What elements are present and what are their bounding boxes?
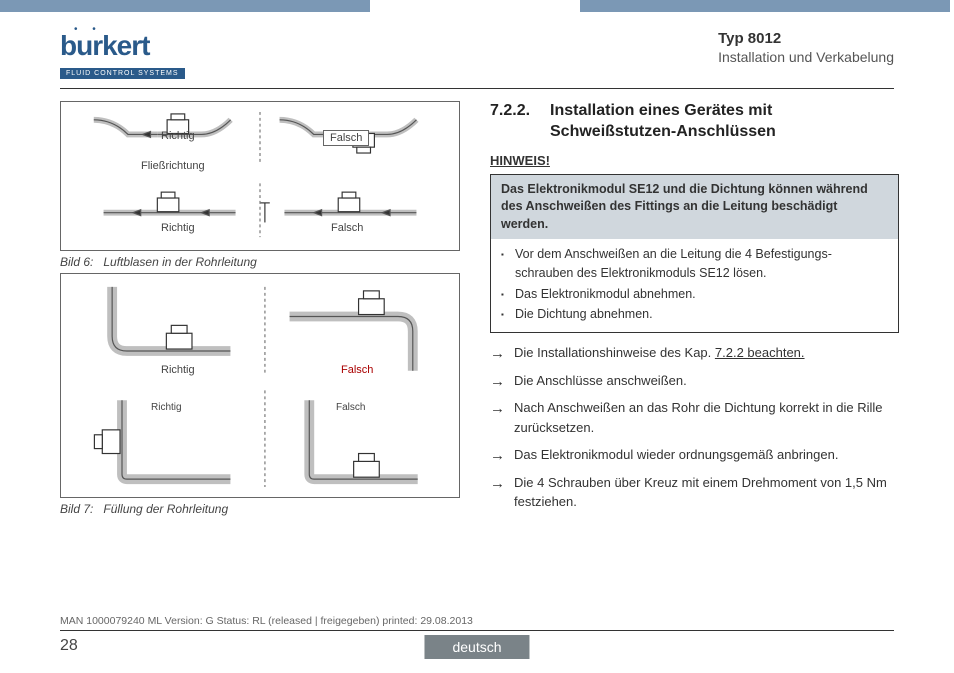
fig6-label-falsch2: Falsch <box>331 222 363 234</box>
notice-item: Vor dem Anschweißen an die Leitung die 4… <box>501 245 888 283</box>
notice-list: Vor dem Anschweißen an die Leitung die 4… <box>501 245 888 324</box>
fig7-label-falsch2: Falsch <box>336 402 365 413</box>
step-item: Die 4 Schrauben über Kreuz mit einem Dre… <box>490 473 899 512</box>
step-item: Das Elektronikmodul wieder ordnungsgemäß… <box>490 445 899 465</box>
step-link[interactable]: 7.2.2 beachten. <box>715 345 805 360</box>
language-tab: deutsch <box>424 635 529 659</box>
doc-subtitle: Installation und Verkabelung <box>718 49 894 65</box>
step-item: Die Anschlüsse anschweißen. <box>490 371 899 391</box>
logo: • • burkert FLUID CONTROL SYSTEMS <box>60 30 185 80</box>
notice-heading: Das Elektronikmodul SE12 und die Dichtun… <box>491 175 898 240</box>
fig7-label-richtig2: Richtig <box>151 402 182 413</box>
figure-7-caption: Bild 7: Füllung der Rohrleitung <box>60 502 460 516</box>
figure-7-box: Richtig Falsch Richtig Falsch <box>60 273 460 498</box>
section-title: Installation eines Gerätes mit Schweißst… <box>550 101 899 143</box>
page-header: • • burkert FLUID CONTROL SYSTEMS Typ 80… <box>0 12 954 88</box>
fig6-label-flowdir: Fließrichtung <box>141 160 205 172</box>
left-column: Richtig Falsch Fließrichtung Richtig Fal… <box>60 101 460 520</box>
page-number: 28 <box>60 637 78 655</box>
notice-box: Das Elektronikmodul SE12 und die Dichtun… <box>490 174 899 334</box>
logo-tagline: FLUID CONTROL SYSTEMS <box>60 68 185 79</box>
figure-6-svg <box>71 110 449 242</box>
section-heading: 7.2.2. Installation eines Gerätes mit Sc… <box>490 101 899 143</box>
step-item: Die Installationshinweise des Kap. 7.2.2… <box>490 343 899 363</box>
notice-item: Die Dichtung abnehmen. <box>501 305 888 324</box>
fig7-label-richtig1: Richtig <box>161 364 195 376</box>
footer-meta: MAN 1000079240 ML Version: G Status: RL … <box>60 615 473 627</box>
section-number: 7.2.2. <box>490 101 550 143</box>
footer-rule <box>60 630 894 631</box>
fig7-label-falsch1: Falsch <box>341 364 373 376</box>
doc-type: Typ 8012 <box>718 30 894 47</box>
right-column: 7.2.2. Installation eines Gerätes mit Sc… <box>480 101 899 520</box>
steps-list: Die Installationshinweise des Kap. 7.2.2… <box>490 343 899 512</box>
figure-6-caption: Bild 6: Luftblasen in der Rohrleitung <box>60 255 460 269</box>
notice-item: Das Elektronikmodul abnehmen. <box>501 285 888 304</box>
figure-6-box: Richtig Falsch Fließrichtung Richtig Fal… <box>60 101 460 251</box>
fig6-label-richtig1: Richtig <box>161 130 195 142</box>
top-color-bars <box>0 0 954 12</box>
notice-label: HINWEIS! <box>490 153 899 168</box>
fig6-label-falsch1: Falsch <box>323 130 369 146</box>
figure-7-svg <box>71 282 449 489</box>
step-item: Nach Anschweißen an das Rohr die Dichtun… <box>490 398 899 437</box>
fig6-label-richtig2: Richtig <box>161 222 195 234</box>
